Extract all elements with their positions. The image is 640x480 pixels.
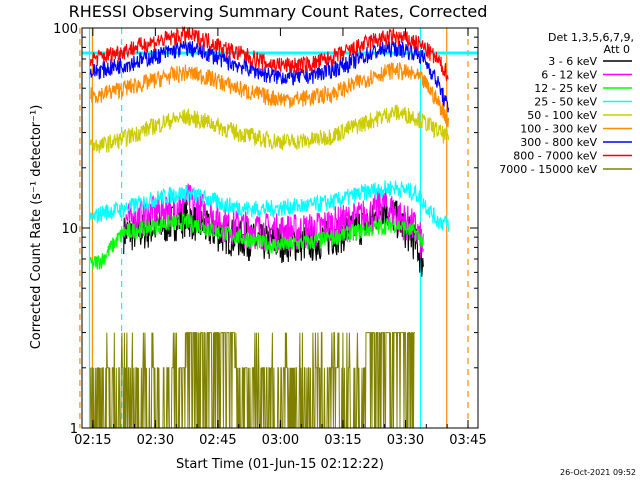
series-25-50-kev bbox=[89, 180, 450, 232]
series-trace bbox=[89, 39, 450, 113]
chart-title: RHESSI Observing Summary Count Rates, Co… bbox=[69, 2, 488, 21]
series-trace bbox=[89, 25, 449, 81]
legend-item: 25 - 50 keV bbox=[534, 96, 632, 109]
legend-label: 100 - 300 keV bbox=[520, 123, 597, 136]
legend-label: 6 - 12 keV bbox=[541, 69, 597, 82]
footer-date: 26-Oct-2021 09:52 bbox=[560, 468, 636, 477]
series-trace bbox=[89, 104, 450, 154]
series-trace bbox=[89, 212, 425, 270]
series-300-800-kev bbox=[89, 39, 450, 113]
legend-title-line-2: Att 0 bbox=[604, 43, 630, 56]
x-tick-label: 03:45 bbox=[449, 433, 486, 448]
series-6-12-kev bbox=[123, 183, 424, 259]
legend-item: 50 - 100 keV bbox=[527, 109, 632, 122]
x-tick-label: 03:15 bbox=[324, 433, 361, 448]
series-trace bbox=[90, 62, 450, 128]
x-tick-label: 02:30 bbox=[137, 433, 174, 448]
series-12-25-kev bbox=[89, 212, 425, 270]
series-800-7000-kev bbox=[89, 25, 449, 81]
legend-label: 7000 - 15000 keV bbox=[499, 163, 597, 176]
series-trace bbox=[89, 180, 450, 232]
series-trace bbox=[123, 183, 424, 259]
legend-label: 800 - 7000 keV bbox=[513, 150, 597, 163]
axis-layer: 02:15 02:30 02:45 03:00 03:15 03:30 03:45 1 10 10… bbox=[53, 22, 487, 448]
legend-label: 12 - 25 keV bbox=[534, 82, 597, 95]
x-axis-label: Start Time (01-Jun-15 02:12:22) bbox=[176, 457, 384, 472]
x-tick-label: 02:15 bbox=[74, 433, 111, 448]
y-tick-label: 100 bbox=[53, 22, 78, 37]
legend-item: 800 - 7000 keV bbox=[513, 150, 632, 163]
legend-label: 300 - 800 keV bbox=[520, 136, 597, 149]
x-tick-label: 03:30 bbox=[387, 433, 424, 448]
legend-item: 12 - 25 keV bbox=[534, 82, 632, 95]
legend-label: 3 - 6 keV bbox=[548, 55, 597, 68]
legend-item: 300 - 800 keV bbox=[520, 136, 632, 149]
x-tick-label: 03:00 bbox=[262, 433, 299, 448]
y-axis-label: Corrected Count Rate (s⁻¹ detector⁻¹) bbox=[29, 105, 44, 350]
legend-label: 50 - 100 keV bbox=[527, 109, 597, 122]
legend-item: 3 - 6 keV bbox=[548, 55, 632, 68]
legend-item: 7000 - 15000 keV bbox=[499, 163, 632, 176]
series-100-300-kev bbox=[90, 62, 450, 128]
legend-label: 25 - 50 keV bbox=[534, 96, 597, 109]
legend-item: 6 - 12 keV bbox=[541, 69, 632, 82]
y-tick-label: 10 bbox=[61, 222, 78, 237]
series-layer bbox=[89, 25, 450, 429]
x-tick-label: 02:45 bbox=[199, 433, 236, 448]
series-50-100-kev bbox=[89, 104, 450, 154]
y-tick-label: 1 bbox=[70, 422, 78, 437]
legend-title-line-1: Det 1,3,5,6,7,9, bbox=[548, 31, 634, 44]
legend-item: 100 - 300 keV bbox=[520, 123, 632, 136]
